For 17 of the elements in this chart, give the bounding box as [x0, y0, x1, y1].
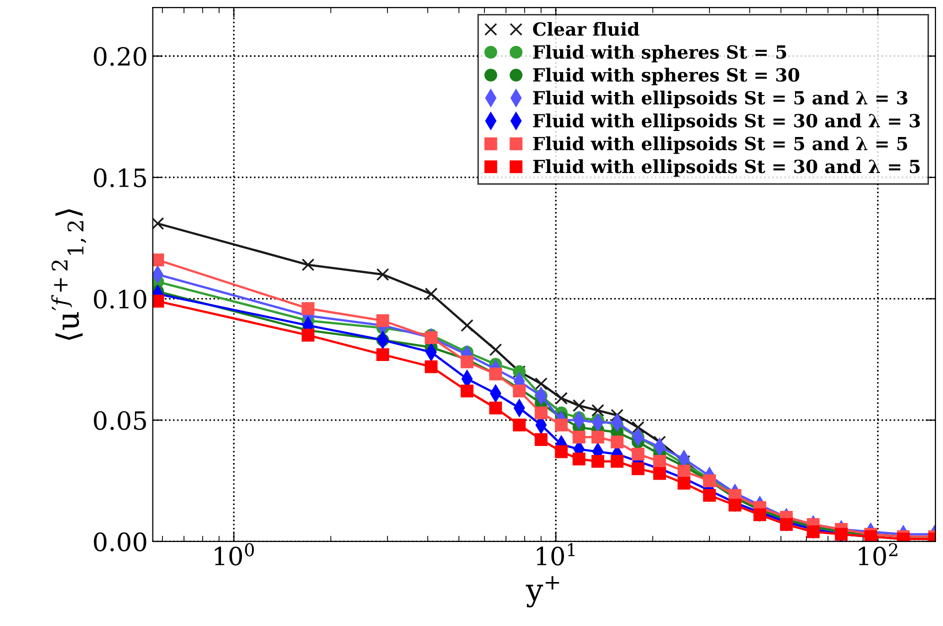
legend-label: Fluid with ellipsoids St = 5 and λ = 5: [533, 136, 908, 154]
legend-label: Fluid with ellipsoids St = 30 and λ = 5: [533, 159, 920, 177]
y-tick-label: 0.20: [94, 47, 146, 66]
legend-label: Fluid with ellipsoids St = 5 and λ = 3: [533, 90, 908, 108]
x-tick-label: 10$^{0}$: [214, 543, 254, 566]
x-tick-label: 10$^{1}$: [536, 543, 575, 566]
legend-label: Fluid with ellipsoids St = 30 and λ = 3: [533, 114, 920, 131]
legend-label: Fluid with spheres St = 30: [533, 68, 800, 86]
legend-label: Fluid with spheres St = 5: [533, 44, 786, 62]
x-axis-title: y$^{+}$: [526, 576, 560, 608]
y-tick-label: 0.10: [94, 290, 146, 309]
x-tick-label: 10$^{2}$: [858, 543, 898, 566]
legend-label: Clear fluid: [533, 22, 640, 36]
y-tick-label: 0.15: [94, 168, 146, 188]
y-tick-label: 0.05: [94, 411, 146, 430]
y-tick-label: 0.00: [94, 532, 146, 552]
y-axis-title: ⟨u$^{′f+2}$$_{1,2}$⟩: [51, 209, 86, 340]
